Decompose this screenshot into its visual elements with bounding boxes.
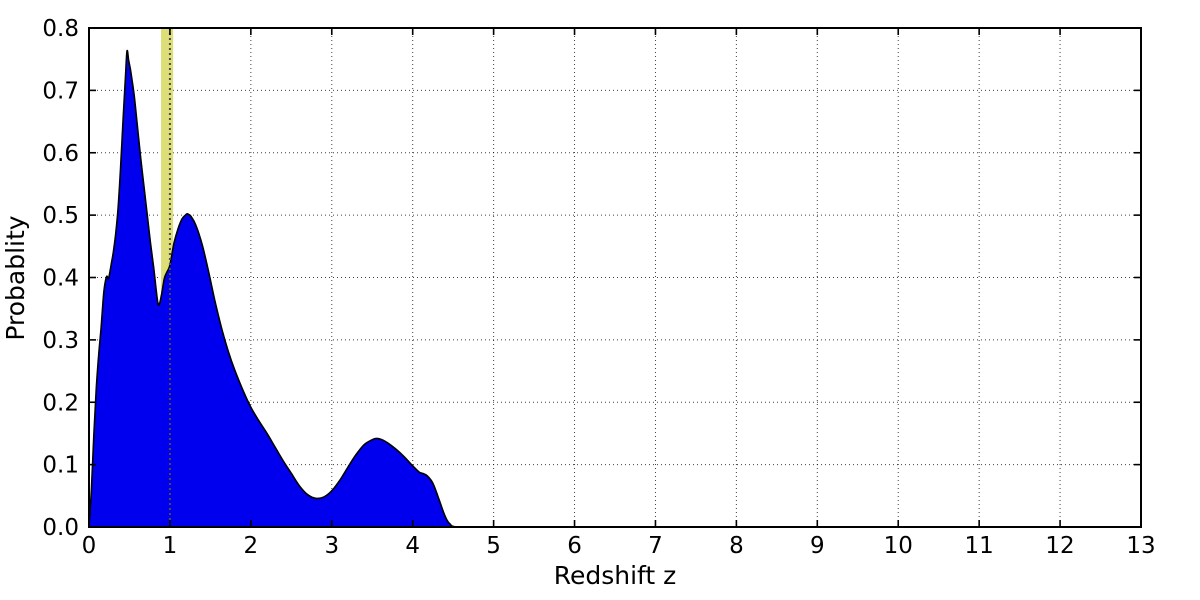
x-tick-label: 10 — [884, 533, 913, 559]
x-tick-label: 12 — [1045, 533, 1074, 559]
x-tick-label: 4 — [405, 533, 420, 559]
y-tick-label: 0.4 — [42, 266, 79, 292]
y-gridlines — [89, 89, 1141, 466]
x-axis-ticks — [88, 28, 1142, 527]
x-tick-label: 0 — [82, 533, 97, 559]
x-tick-label: 5 — [486, 533, 501, 559]
y-tick-label: 0.8 — [42, 16, 79, 42]
x-tick-label: 8 — [729, 533, 744, 559]
y-tick-label: 0.7 — [42, 78, 79, 104]
x-axis-tick-labels: 0 1 2 3 4 5 6 7 8 9 10 11 12 13 — [82, 533, 1156, 559]
probability-density-area — [89, 50, 1141, 528]
y-tick-label: 0.0 — [42, 515, 79, 541]
y-tick-label: 0.2 — [42, 390, 79, 416]
x-tick-label: 3 — [324, 533, 339, 559]
y-axis-ticks — [89, 27, 1141, 528]
x-tick-label: 1 — [163, 533, 178, 559]
probability-density-outline — [88, 49, 1141, 529]
x-axis-title: Redshift z — [554, 561, 677, 590]
y-tick-label: 0.1 — [42, 453, 79, 479]
x-tick-label: 11 — [965, 533, 994, 559]
x-tick-label: 7 — [648, 533, 663, 559]
y-axis-title: Probablity — [1, 215, 30, 340]
y-tick-label: 0.5 — [42, 203, 79, 229]
y-tick-label: 0.6 — [42, 141, 79, 167]
x-tick-label: 13 — [1126, 533, 1155, 559]
x-tick-label: 9 — [810, 533, 825, 559]
x-tick-label: 6 — [567, 533, 582, 559]
y-tick-label: 0.3 — [42, 328, 79, 354]
y-axis-tick-labels: 0.0 0.1 0.2 0.3 0.4 0.5 0.6 0.7 0.8 — [42, 16, 79, 541]
x-tick-label: 2 — [244, 533, 259, 559]
